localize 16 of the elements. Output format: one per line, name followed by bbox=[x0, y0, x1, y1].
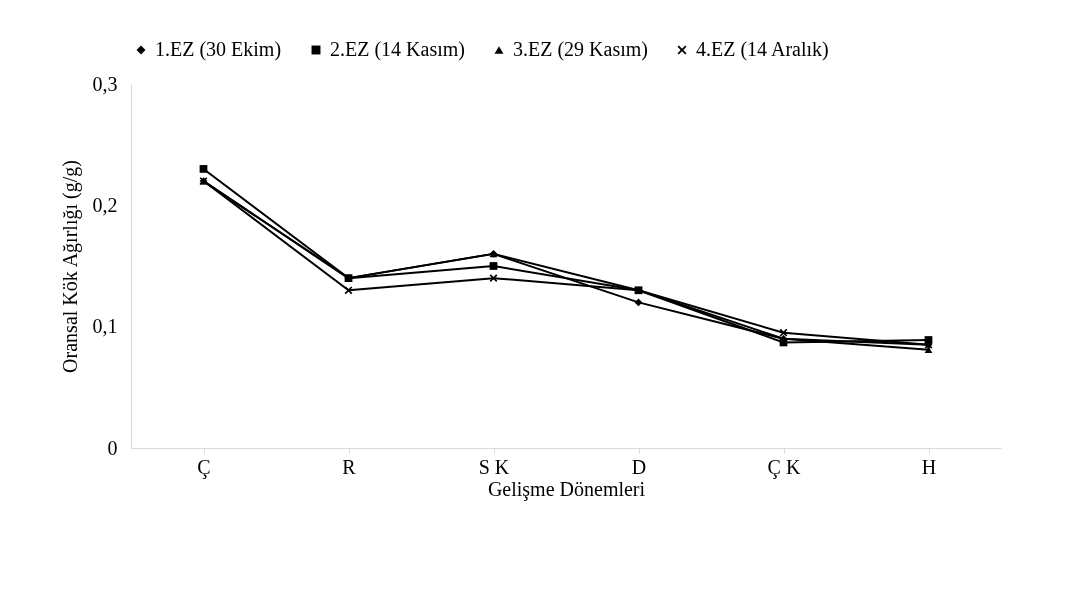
y-tick-label: 0,3 bbox=[92, 72, 118, 95]
legend-label: 4.EZ (14 Aralık) bbox=[696, 38, 829, 61]
x-axis-title: Gelişme Dönemleri bbox=[487, 477, 646, 501]
x-tick-label: D bbox=[631, 455, 647, 478]
x-tick-label: R bbox=[342, 455, 357, 478]
x-tick-label: S K bbox=[478, 455, 510, 478]
legend-label: 3.EZ (29 Kasım) bbox=[513, 38, 648, 61]
y-axis-title: Oransal Kök Ağırlığı (g/g) bbox=[58, 160, 82, 373]
legend-label: 2.EZ (14 Kasım) bbox=[330, 38, 465, 61]
y-tick-label: 0,2 bbox=[92, 193, 118, 216]
x-tick-label: Ç bbox=[197, 455, 211, 479]
y-tick-label: 0,1 bbox=[92, 315, 118, 338]
x-tick-label: Ç K bbox=[767, 455, 801, 479]
x-tick-label: H bbox=[921, 455, 937, 478]
legend-label: 1.EZ (30 Ekim) bbox=[155, 38, 282, 61]
y-tick-label: 0 bbox=[107, 436, 118, 459]
